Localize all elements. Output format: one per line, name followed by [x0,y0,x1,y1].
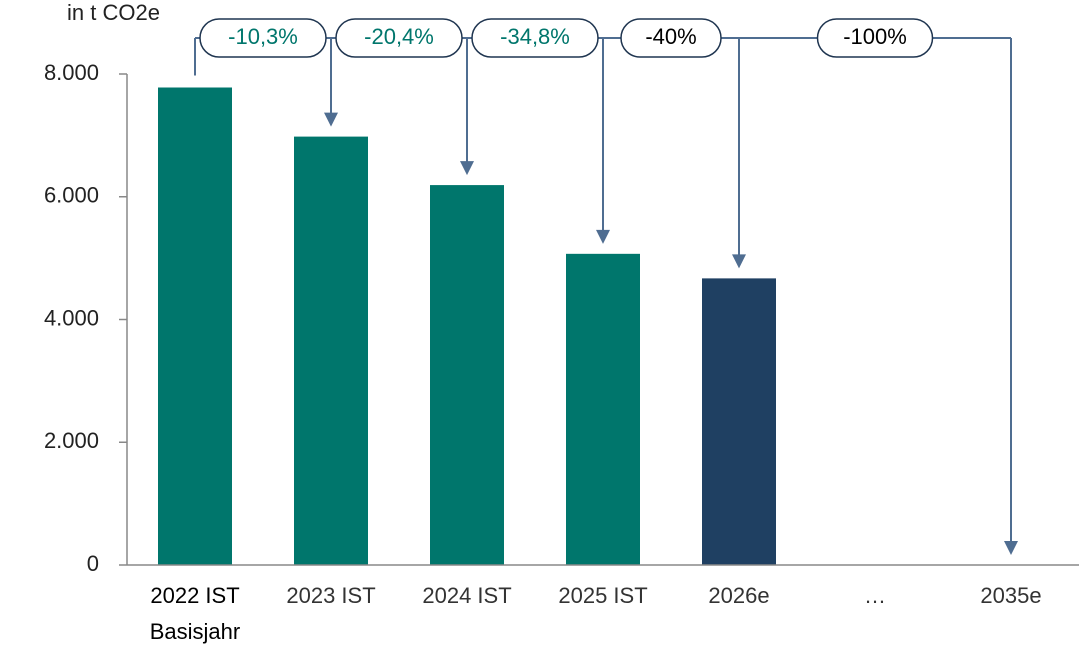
bar [566,253,640,566]
bar [158,87,232,565]
annotation-box [620,18,722,58]
annotation-box [335,18,463,58]
annotation-label: -34,8% [500,24,570,49]
arrow-head [324,112,338,127]
annotation-box [471,18,599,58]
annotation-box [816,18,934,58]
base-year-label: Basisjahr [150,619,240,644]
x-tick-label: … [864,583,886,608]
arrow-head [732,254,746,269]
x-tick-label: 2026e [708,583,769,608]
y-tick-label: 0 [87,551,99,576]
annotation-label: -10,3% [228,24,298,49]
bar [702,278,776,565]
bar [294,136,368,566]
x-tick-label: 2025 IST [558,583,647,608]
x-tick-label: 2023 IST [286,583,375,608]
x-tick-label: 2035e [980,583,1041,608]
arrow-head [1004,541,1018,555]
annotation-label: -20,4% [364,24,434,49]
arrow-head [596,229,610,244]
arrow-head [460,161,474,176]
annotation-label: -100% [843,24,907,49]
y-tick-label: 2.000 [44,428,99,453]
annotation-box [199,18,327,58]
x-tick-label: 2024 IST [422,583,511,608]
y-tick-label: 6.000 [44,183,99,208]
y-axis-label: in t CO2e [67,0,160,25]
y-tick-label: 4.000 [44,305,99,330]
x-tick-label: 2022 IST [150,583,239,608]
y-tick-label: 8.000 [44,60,99,85]
annotation-label: -40% [645,24,696,49]
bar [430,185,504,565]
